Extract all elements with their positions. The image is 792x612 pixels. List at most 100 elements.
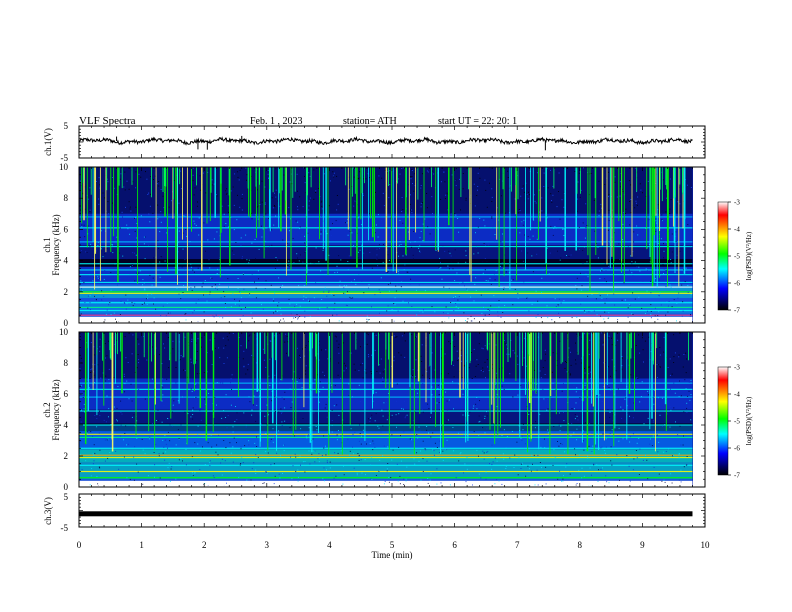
speckle: [629, 441, 631, 443]
speckle: [308, 381, 310, 383]
speckle: [333, 405, 335, 407]
speckle: [490, 395, 492, 397]
tone-line: [79, 291, 693, 293]
speckle: [255, 297, 257, 299]
speckle: [486, 451, 488, 453]
speckle: [427, 171, 429, 173]
speckle: [411, 246, 413, 248]
speckle: [686, 407, 688, 409]
speckle: [386, 267, 388, 269]
speckle: [83, 408, 85, 410]
speckle: [305, 370, 307, 372]
speckle: [576, 387, 578, 389]
speckle: [537, 314, 539, 316]
speckle: [621, 188, 623, 190]
speckle: [560, 443, 562, 445]
speckle: [604, 263, 606, 265]
speckle: [246, 259, 248, 261]
speckle: [443, 312, 444, 314]
speckle: [361, 244, 363, 246]
speckle: [547, 275, 549, 277]
speckle: [124, 303, 126, 304]
speckle: [303, 295, 305, 297]
speckle: [273, 312, 274, 314]
speckle: [333, 172, 335, 174]
speckle: [220, 234, 222, 236]
speckle: [405, 254, 407, 256]
speckle: [378, 244, 380, 246]
speckle: [463, 433, 465, 435]
speckle: [183, 215, 185, 217]
speckle: [655, 222, 657, 224]
speckle: [690, 293, 692, 295]
speckle: [565, 381, 567, 383]
speckle: [391, 309, 393, 311]
speckle: [132, 305, 134, 307]
speckle: [561, 199, 563, 201]
speckle: [326, 295, 328, 297]
speckle: [333, 308, 335, 310]
speckle: [352, 433, 354, 435]
speckle: [165, 443, 167, 445]
speckle: [600, 270, 601, 272]
speckle: [563, 383, 564, 385]
speckle: [324, 224, 326, 226]
speckle: [229, 268, 231, 270]
speckle: [431, 306, 433, 308]
speckle: [383, 393, 385, 395]
speckle: [370, 464, 371, 466]
speckle: [212, 475, 214, 477]
speckle: [499, 265, 501, 267]
speckle: [296, 314, 298, 315]
speckle: [577, 419, 579, 421]
speckle: [546, 167, 548, 169]
speckle: [303, 167, 305, 169]
speckle: [106, 309, 108, 311]
speckle: [657, 243, 659, 244]
speckle: [183, 285, 185, 286]
speckle: [578, 249, 580, 250]
speckle: [601, 446, 603, 448]
speckle: [609, 411, 611, 413]
speckle: [602, 467, 603, 469]
speckle: [464, 463, 466, 465]
speckle: [190, 388, 192, 390]
speckle: [221, 458, 223, 460]
speckle: [309, 175, 311, 177]
speckle: [493, 295, 495, 297]
speckle: [248, 440, 250, 442]
speckle: [238, 337, 240, 338]
speckle: [638, 437, 640, 439]
speckle: [375, 393, 377, 395]
speckle: [376, 257, 378, 259]
speckle: [284, 341, 286, 343]
speckle: [126, 303, 128, 305]
speckle: [601, 268, 603, 270]
speckle: [610, 446, 612, 448]
speckle: [685, 379, 687, 381]
speckle: [603, 362, 605, 364]
speckle: [162, 378, 164, 380]
speckle: [463, 365, 465, 367]
speckle: [561, 390, 563, 392]
speckle: [560, 257, 562, 259]
speckle: [196, 373, 198, 375]
speckle: [608, 193, 610, 195]
speckle: [429, 479, 431, 481]
speckle: [488, 370, 490, 371]
speckle: [338, 414, 340, 416]
speckle: [576, 428, 578, 430]
speckle: [390, 282, 391, 284]
speckle: [297, 221, 299, 223]
speckle: [225, 345, 227, 347]
speckle: [125, 206, 126, 208]
speckle: [149, 436, 151, 438]
speckle: [270, 438, 272, 440]
speckle: [583, 246, 585, 248]
speckle: [504, 212, 506, 214]
speckle: [680, 481, 682, 483]
speckle: [126, 224, 128, 226]
speckle: [634, 167, 636, 169]
speckle: [475, 365, 477, 367]
speckle: [416, 314, 418, 316]
